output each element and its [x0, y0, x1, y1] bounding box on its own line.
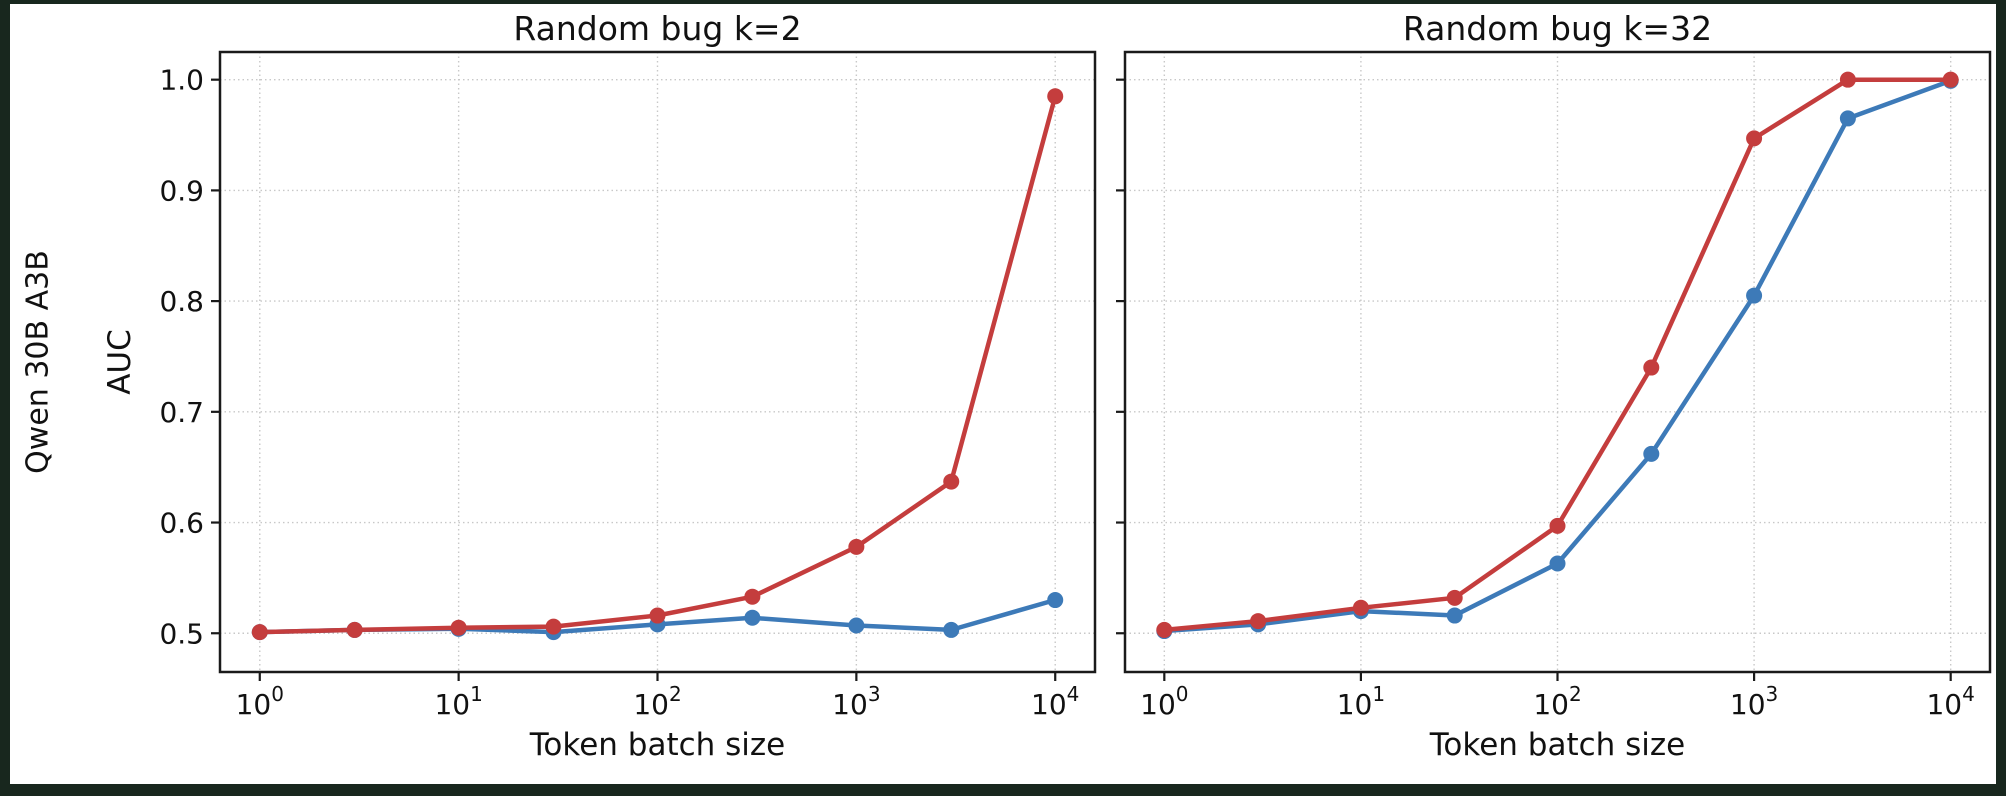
- svg-text:102: 102: [1533, 682, 1581, 721]
- svg-text:0.8: 0.8: [159, 285, 204, 318]
- right-chart-title: Random bug k=32: [1402, 9, 1713, 48]
- svg-text:0.5: 0.5: [159, 617, 204, 650]
- left-chart-title: Random bug k=2: [513, 9, 802, 48]
- svg-text:0.6: 0.6: [159, 507, 204, 540]
- right-chart: 100 101 102 103 104: [1116, 50, 1992, 721]
- y-axis-label: AUC: [102, 329, 138, 395]
- left-chart: 100 101 102 103 104 0.5 0.6 0.7 0.8 0.9 1.0: [159, 50, 1097, 721]
- figure-canvas: Qwen 30B A3B AUC Random bug k=2 Random b…: [10, 4, 1996, 784]
- row-label: Qwen 30B A3B: [20, 250, 56, 474]
- svg-text:0.7: 0.7: [159, 396, 204, 429]
- svg-text:1.0: 1.0: [159, 64, 204, 97]
- right-x-axis-label: Token batch size: [1429, 727, 1686, 763]
- svg-text:103: 103: [832, 682, 880, 721]
- svg-text:104: 104: [1031, 682, 1079, 721]
- svg-text:104: 104: [1926, 682, 1974, 721]
- svg-text:103: 103: [1730, 682, 1778, 721]
- svg-text:100: 100: [1140, 682, 1188, 721]
- svg-text:100: 100: [236, 682, 284, 721]
- svg-text:101: 101: [1337, 682, 1385, 721]
- svg-text:0.9: 0.9: [159, 174, 204, 207]
- svg-text:102: 102: [633, 682, 681, 721]
- svg-text:101: 101: [434, 682, 482, 721]
- left-x-axis-label: Token batch size: [529, 727, 786, 763]
